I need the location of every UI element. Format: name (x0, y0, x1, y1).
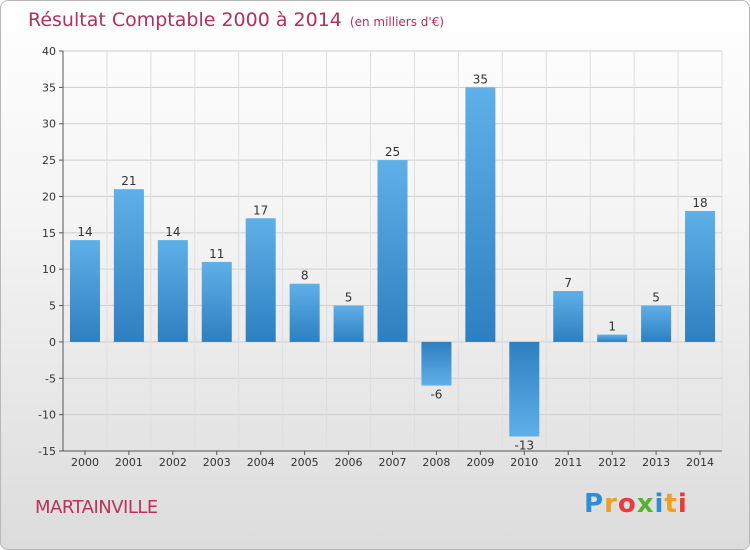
y-tick-label: 15 (42, 227, 56, 240)
data-label-2002: 14 (165, 225, 180, 239)
bar-2004 (245, 218, 276, 342)
data-label-2004: 17 (253, 203, 268, 217)
data-label-2014: 18 (692, 196, 707, 210)
x-tick-label: 2008 (422, 456, 450, 469)
proxiti-logo: Proxiti (584, 489, 688, 519)
data-label-2012: 1 (608, 320, 616, 334)
data-label-2001: 21 (121, 174, 136, 188)
y-tick-label: 10 (42, 263, 56, 276)
data-label-2000: 14 (77, 225, 92, 239)
x-tick-label: 2007 (379, 456, 407, 469)
x-tick-label: 2000 (71, 456, 99, 469)
chart-title-text: Résultat Comptable 2000 à 2014 (28, 9, 342, 31)
y-tick-label: -5 (45, 372, 56, 385)
data-label-2008: -6 (430, 388, 442, 402)
y-tick-label: -15 (38, 445, 56, 458)
data-label-2009: 35 (473, 72, 488, 86)
y-tick-label: 5 (49, 300, 56, 313)
bar-2005 (289, 283, 320, 342)
x-tick-label: 2014 (686, 456, 714, 469)
x-tick-label: 2011 (554, 456, 582, 469)
chart-subtitle: (en milliers d'€) (349, 15, 445, 29)
grid-lines (62, 50, 723, 452)
data-label-2011: 7 (564, 276, 572, 290)
logo-letter: r (604, 489, 618, 519)
x-tick-label: 2003 (203, 456, 231, 469)
bar-2001 (113, 189, 144, 342)
bar-2009 (465, 87, 496, 342)
chart-title: Résultat Comptable 2000 à 2014 (en millie… (28, 9, 444, 31)
commune-name: MARTAINVILLE (35, 497, 158, 518)
bar-2013 (641, 305, 672, 342)
x-tick-label: 2005 (291, 456, 319, 469)
x-tick-label: 2006 (335, 456, 363, 469)
bar-2000 (69, 240, 100, 342)
data-label-2005: 8 (301, 269, 309, 283)
y-tick-label: 25 (42, 154, 56, 167)
bar-2014 (685, 211, 716, 342)
bar-2010 (509, 341, 540, 437)
logo-letter: x (636, 489, 655, 519)
bar-2008 (421, 341, 452, 386)
data-label-2003: 11 (209, 247, 224, 261)
logo-letter: t (664, 489, 678, 519)
x-tick-label: 2010 (510, 456, 538, 469)
y-tick-label: -10 (38, 409, 56, 422)
bar-2011 (553, 291, 584, 342)
bar-2007 (377, 160, 408, 342)
bar-2012 (597, 334, 628, 342)
data-label-2007: 25 (385, 145, 400, 159)
y-tick-label: 20 (42, 190, 56, 203)
data-label-2013: 5 (652, 291, 660, 305)
logo-letter: i (654, 489, 665, 519)
y-tick-label: 40 (42, 45, 56, 58)
y-tick-label: 0 (49, 336, 56, 349)
x-tick-label: 2001 (115, 456, 143, 469)
logo-letter: i (677, 489, 688, 519)
x-tick-label: 2013 (642, 456, 670, 469)
data-label-2006: 5 (345, 291, 353, 305)
y-tick-label: 35 (42, 81, 56, 94)
y-tick-label: 30 (42, 118, 56, 131)
bars (69, 87, 716, 437)
data-label-2010: -13 (514, 438, 534, 452)
bar-2003 (201, 261, 232, 342)
logo-letter: P (584, 489, 605, 519)
logo-letter: o (617, 489, 637, 519)
x-tick-label: 2012 (598, 456, 626, 469)
x-tick-label: 2009 (466, 456, 494, 469)
bar-2002 (157, 240, 188, 342)
x-tick-label: 2002 (159, 456, 187, 469)
bar-2006 (333, 305, 364, 342)
x-tick-label: 2004 (247, 456, 275, 469)
data-labels: 14 21 14 11 17 8 5 25 -6 35 -13 7 1 5 18 (77, 72, 707, 452)
